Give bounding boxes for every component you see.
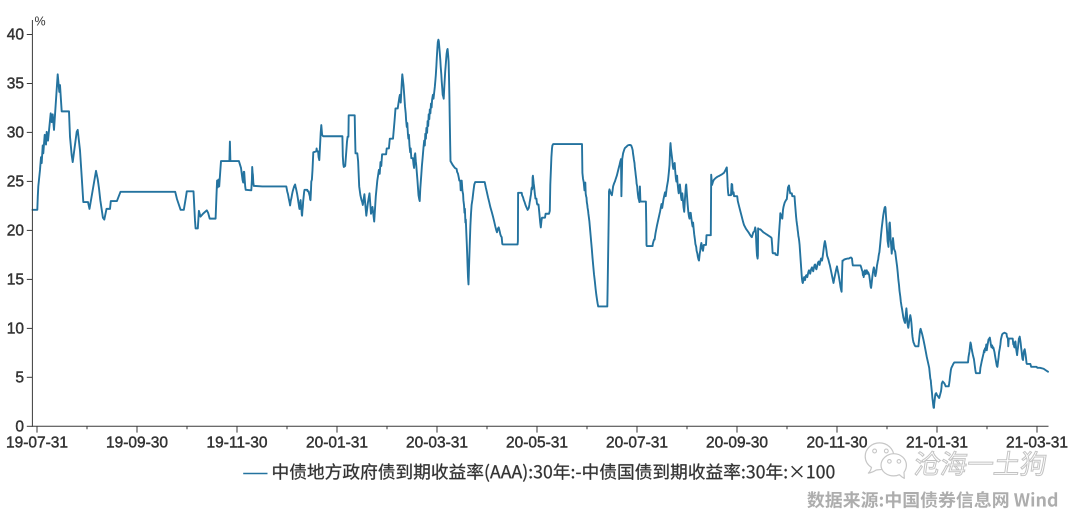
svg-text:20: 20: [7, 223, 25, 240]
svg-text:35: 35: [7, 76, 24, 93]
svg-text:21-01-31: 21-01-31: [906, 435, 968, 452]
svg-text:5: 5: [15, 370, 24, 387]
svg-text:19-09-30: 19-09-30: [106, 435, 168, 452]
svg-text:20-03-31: 20-03-31: [406, 435, 468, 452]
svg-text:10: 10: [7, 321, 25, 338]
svg-text:20-01-31: 20-01-31: [306, 435, 368, 452]
svg-text:20-11-30: 20-11-30: [807, 435, 868, 452]
svg-text:20-05-31: 20-05-31: [506, 435, 568, 452]
svg-text:40: 40: [7, 27, 25, 44]
svg-text:%: %: [35, 15, 46, 29]
svg-text:15: 15: [7, 272, 24, 289]
svg-text:19-07-31: 19-07-31: [6, 435, 68, 452]
svg-text:25: 25: [7, 174, 24, 191]
svg-text:20-09-30: 20-09-30: [706, 435, 768, 452]
svg-text:0: 0: [15, 419, 24, 436]
svg-text:30: 30: [7, 125, 25, 142]
svg-text:19-11-30: 19-11-30: [207, 435, 268, 452]
svg-text:20-07-31: 20-07-31: [606, 435, 668, 452]
svg-text:21-03-31: 21-03-31: [1006, 435, 1068, 452]
